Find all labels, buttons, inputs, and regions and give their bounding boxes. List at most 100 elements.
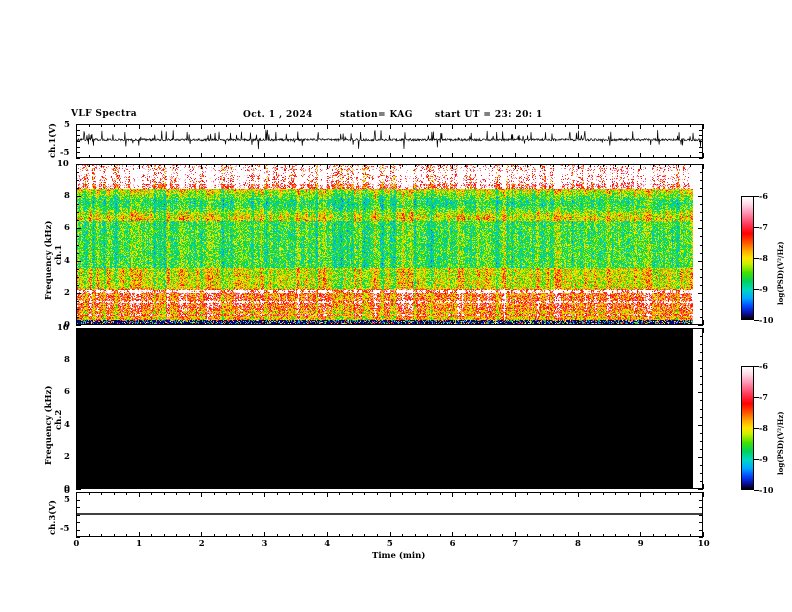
tick-mark — [514, 484, 516, 489]
tick-mark — [489, 328, 491, 331]
tick-mark — [251, 486, 253, 489]
tick-mark — [76, 360, 81, 362]
tick-mark — [590, 124, 592, 127]
tick-mark — [188, 322, 190, 325]
tick-mark — [514, 492, 516, 497]
tick-mark — [239, 492, 241, 495]
tick-mark — [226, 486, 228, 489]
tick-mark — [477, 492, 479, 495]
tick-mark — [76, 268, 79, 270]
tick-mark — [389, 124, 391, 129]
tick-mark — [565, 328, 567, 331]
tick-mark — [627, 486, 629, 489]
tick-mark — [213, 124, 215, 127]
tick-mark — [76, 129, 80, 131]
tick-mark — [539, 486, 541, 489]
tick-mark — [101, 534, 103, 537]
tick-mark — [698, 392, 703, 394]
tick-mark — [677, 486, 679, 489]
colorbar-2-tick-neg10: -10 — [759, 485, 774, 495]
ch1-frequency-axis-label-line2: Frequency (kHz) — [44, 220, 54, 300]
tick-mark — [76, 308, 79, 310]
tick-mark — [314, 164, 316, 167]
tick-mark — [627, 164, 629, 167]
ch2-freq-tick-10: 10 — [57, 323, 69, 333]
tick-mark — [627, 322, 629, 325]
tick-mark — [640, 328, 642, 333]
tick-mark — [700, 308, 703, 310]
tick-mark — [699, 529, 703, 531]
tick-mark — [552, 155, 554, 158]
tick-mark — [76, 244, 79, 246]
tick-mark — [264, 124, 266, 129]
tick-mark — [700, 236, 703, 238]
tick-mark — [351, 322, 353, 325]
tick-mark — [314, 155, 316, 158]
tick-mark — [101, 164, 103, 167]
tick-mark — [539, 124, 541, 127]
tick-mark — [427, 328, 429, 331]
tick-mark — [402, 322, 404, 325]
tick-mark — [502, 492, 504, 495]
tick-mark — [700, 252, 703, 254]
tick-mark — [226, 328, 228, 331]
tick-mark — [339, 492, 341, 495]
tick-mark — [201, 164, 203, 169]
tick-mark — [539, 155, 541, 158]
tick-mark — [276, 534, 278, 537]
tick-mark — [640, 153, 642, 158]
tick-mark — [314, 124, 316, 127]
tick-mark — [665, 155, 667, 158]
tick-mark — [226, 534, 228, 537]
colorbar-1-tickmark — [754, 227, 759, 228]
tick-mark — [326, 153, 328, 158]
tick-mark — [301, 486, 303, 489]
tick-mark — [389, 484, 391, 489]
tick-mark — [502, 124, 504, 127]
tick-mark — [527, 486, 529, 489]
tick-mark — [602, 328, 604, 331]
tick-mark — [76, 492, 80, 493]
tick-mark — [699, 129, 703, 131]
tick-mark — [477, 322, 479, 325]
tick-mark — [539, 534, 541, 537]
tick-mark — [640, 484, 642, 489]
tick-mark — [113, 155, 115, 158]
tick-mark — [76, 514, 80, 516]
tick-mark — [602, 155, 604, 158]
tick-mark — [700, 400, 703, 402]
tick-mark — [665, 164, 667, 167]
tick-mark — [703, 164, 704, 169]
tick-mark — [138, 320, 140, 325]
tick-mark — [452, 320, 454, 325]
tick-mark — [514, 532, 516, 537]
tick-mark — [699, 124, 703, 125]
tick-mark — [590, 322, 592, 325]
tick-mark — [427, 155, 429, 158]
tick-mark — [590, 492, 592, 495]
tick-mark — [427, 124, 429, 127]
tick-mark — [264, 484, 266, 489]
tick-mark — [76, 537, 80, 538]
tick-mark — [565, 492, 567, 495]
tick-mark — [489, 534, 491, 537]
tick-mark — [163, 492, 165, 495]
tick-mark — [226, 492, 228, 495]
tick-mark — [76, 164, 77, 169]
tick-mark — [677, 155, 679, 158]
tick-mark — [163, 155, 165, 158]
tick-mark — [351, 124, 353, 127]
tick-mark — [565, 534, 567, 537]
tick-mark — [76, 484, 77, 489]
tick-mark — [138, 484, 140, 489]
tick-mark — [502, 534, 504, 537]
tick-mark — [176, 322, 178, 325]
tick-mark — [76, 284, 79, 286]
colorbar-2-tick-neg8: -8 — [759, 423, 768, 433]
tick-mark — [364, 164, 366, 167]
tick-mark — [76, 252, 79, 254]
tick-mark — [226, 322, 228, 325]
tick-mark — [665, 492, 667, 495]
tick-mark — [690, 534, 692, 537]
tick-mark — [251, 164, 253, 167]
